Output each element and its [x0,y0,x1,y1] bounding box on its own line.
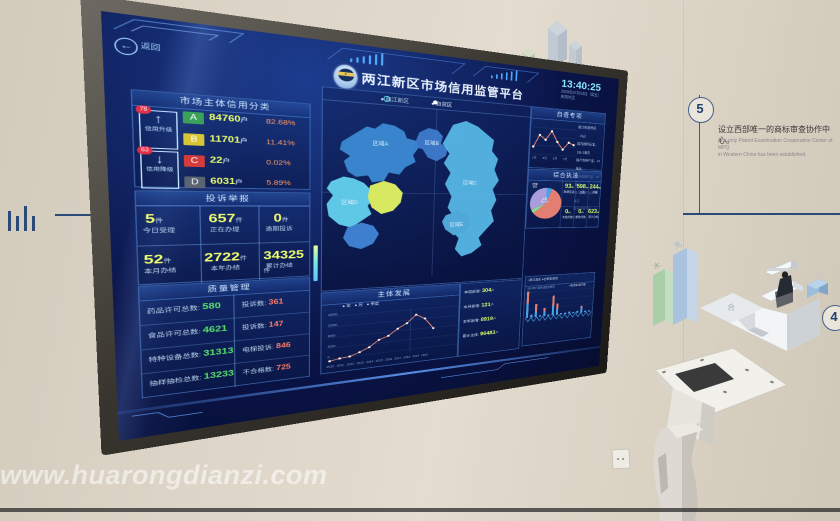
svg-text:区域E: 区域E [450,222,464,228]
svg-text:7月: 7月 [563,157,568,161]
svg-text:16000: 16000 [328,313,338,317]
svg-text:2017: 2017 [394,357,401,361]
svg-text:2010: 2010 [327,365,335,369]
svg-text:5月: 5月 [553,157,558,161]
svg-text:8000: 8000 [328,334,336,338]
svg-text:2015: 2015 [376,359,383,363]
svg-text:合: 合 [727,302,735,312]
svg-text:2016: 2016 [385,358,392,362]
svg-text:2019: 2019 [412,354,419,358]
svg-text:2011: 2011 [337,364,345,368]
svg-text:木: 木 [652,260,662,271]
svg-text:区域A: 区域A [373,140,389,147]
svg-text:区域D: 区域D [341,199,358,205]
svg-text:2013: 2013 [356,361,364,365]
svg-text:区域C: 区域C [463,180,477,186]
svg-text:2014: 2014 [366,360,374,364]
svg-text:12000: 12000 [328,323,338,327]
svg-text:4000: 4000 [328,345,336,349]
svg-text:元: 元 [673,240,683,250]
svg-text:1月: 1月 [532,156,537,160]
svg-text:2012: 2012 [347,362,355,366]
svg-text:2020: 2020 [421,353,428,357]
svg-text:3月: 3月 [542,156,547,160]
svg-text:0: 0 [328,356,330,360]
svg-text:区域B: 区域B [425,140,440,147]
svg-text:2018: 2018 [403,355,410,359]
